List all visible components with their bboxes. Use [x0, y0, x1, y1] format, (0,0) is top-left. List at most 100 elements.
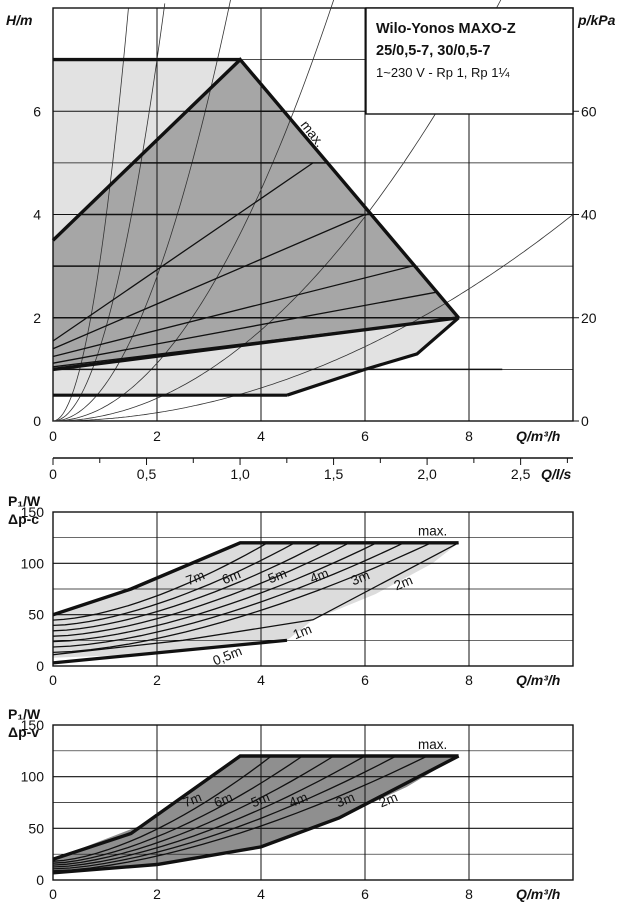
x-tick-label: 4: [257, 428, 265, 444]
y-tick-label: 150: [21, 504, 45, 520]
curve-label: 7m: [181, 789, 204, 810]
curve-label: 5m: [266, 565, 289, 586]
curve-label: 7m: [184, 567, 207, 588]
y-tick-label: 2: [33, 310, 41, 326]
y-tick-label: 150: [21, 717, 45, 733]
power-curve: [52, 542, 432, 654]
curve-label: 5m: [249, 789, 272, 810]
y-axis-label-power-v: P₁/W: [8, 706, 41, 722]
x-axis-label-flow: Q/m³/h: [516, 428, 560, 444]
x-tick-label: 6: [361, 428, 369, 444]
power-curve: [52, 755, 428, 872]
y-tick-label: 0: [36, 872, 44, 888]
curve-label: 2m: [377, 789, 400, 810]
dpv-line: [52, 291, 438, 364]
x-tick-label: 0: [49, 672, 57, 688]
y-tick-label: 100: [21, 769, 45, 785]
y-right-tick-label: 40: [581, 207, 597, 223]
dpc-grid: [52, 511, 574, 667]
dpv-line: [52, 213, 366, 350]
power-1m-curve: [52, 542, 459, 656]
y-tick-label: 100: [21, 555, 45, 571]
y-tick-label: 0: [36, 658, 44, 674]
chart-title: Wilo-Yonos MAXO-Z: [376, 21, 516, 37]
x-axis-label-flow-dpc: Q/m³/h: [516, 672, 560, 688]
dpc-tick-labels: 0 2 4 6 8 0 50 100 150: [21, 504, 473, 688]
curve-label: 3m: [349, 567, 372, 588]
power-curve: [52, 542, 268, 621]
power-max-curve: [52, 541, 459, 617]
ls-tick-label: 0: [49, 466, 57, 482]
dpc-fill-layer: [53, 542, 459, 658]
y-right-tick-label: 60: [581, 103, 597, 119]
y-axis-label-head: H/m: [6, 12, 32, 28]
curve-label: 6m: [220, 566, 243, 587]
ls-tick-label: 0,5: [137, 466, 157, 482]
system-curve: [52, 0, 231, 422]
ls-tick-label: 2,0: [417, 466, 437, 482]
x-axis-label-flow-dpv: Q/m³/h: [516, 886, 560, 902]
curve-label: 4m: [308, 565, 331, 586]
power-dpv-panel: 7m 6m 5m 4m 3m 2m 0 2 4 6 8 0 50 100 150 P₁/W Δp-v Q/…: [8, 706, 574, 902]
power-region: [53, 542, 459, 658]
y-tick-label: 50: [28, 820, 44, 836]
curve-label: 4m: [287, 789, 310, 810]
ls-tick-label: 2,5: [511, 466, 531, 482]
system-curve: [53, 0, 335, 422]
min-envelope-curve: [286, 316, 460, 397]
system-curve: [52, 3, 166, 422]
dpv-line: [52, 265, 412, 358]
hq-curves: [51, 0, 574, 422]
y-axis-label-pressure: p/kPa: [577, 12, 616, 28]
ls-tick-label: 1,0: [230, 466, 250, 482]
dpv-tick-labels: 0 2 4 6 8 0 50 100 150: [21, 717, 473, 902]
y-right-tick-label: 0: [581, 413, 589, 429]
y-tick-label: 50: [28, 607, 44, 623]
power-curve: [52, 755, 272, 862]
x-tick-label: 0: [49, 886, 57, 902]
power-curve: [52, 542, 377, 643]
flow-ls-axis: 0 0,5 1,0 1,5 2,0 2,5 Q/l/s: [49, 457, 573, 482]
curve-label: 1m: [291, 621, 314, 642]
y-right-tick-label: 20: [581, 310, 597, 326]
curve-label: 6m: [212, 789, 235, 810]
power-curve: [52, 755, 303, 864]
curve-label: 3m: [334, 789, 357, 810]
max-curve-label-dpc: max.: [418, 524, 447, 539]
x-tick-label: 6: [361, 672, 369, 688]
dpv-curve-labels: 7m 6m 5m 4m 3m 2m: [181, 789, 400, 810]
power-curve: [52, 542, 323, 632]
ls-tick-label: 1,5: [324, 466, 344, 482]
power-curve: [52, 755, 366, 868]
chart-title-models: 25/0,5-7, 30/0,5-7: [376, 43, 490, 59]
power-05m-curve: [52, 638, 288, 665]
x-tick-label: 8: [465, 886, 473, 902]
x-tick-label: 2: [153, 672, 161, 688]
title-box: [365, 7, 574, 115]
mode-label-dpc: Δp-c: [8, 511, 39, 527]
dpv-line: [52, 162, 314, 342]
dpc-curves: [52, 541, 459, 665]
power-curve: [52, 542, 405, 648]
y-tick-label: 6: [33, 103, 41, 119]
power-min-curve: [52, 754, 460, 875]
x-tick-label: 4: [257, 672, 265, 688]
hq-panel: Wilo-Yonos MAXO-Z 25/0,5-7, 30/0,5-7 1~2…: [6, 0, 616, 444]
system-curve: [53, 0, 502, 422]
dpv-curves: [52, 754, 460, 875]
x-tick-label: 8: [465, 672, 473, 688]
x-tick-label: 0: [49, 428, 57, 444]
power-curve: [52, 755, 397, 870]
y-tick-label: 0: [33, 413, 41, 429]
chart-subtitle: 1~230 V - Rp 1, Rp 1¼: [376, 65, 509, 80]
x-tick-label: 2: [153, 886, 161, 902]
x-tick-label: 8: [465, 428, 473, 444]
power-curve: [52, 542, 296, 627]
power-curve: [52, 542, 350, 637]
y-tick-label: 4: [33, 207, 41, 223]
lower-limit-curve: [52, 316, 459, 372]
